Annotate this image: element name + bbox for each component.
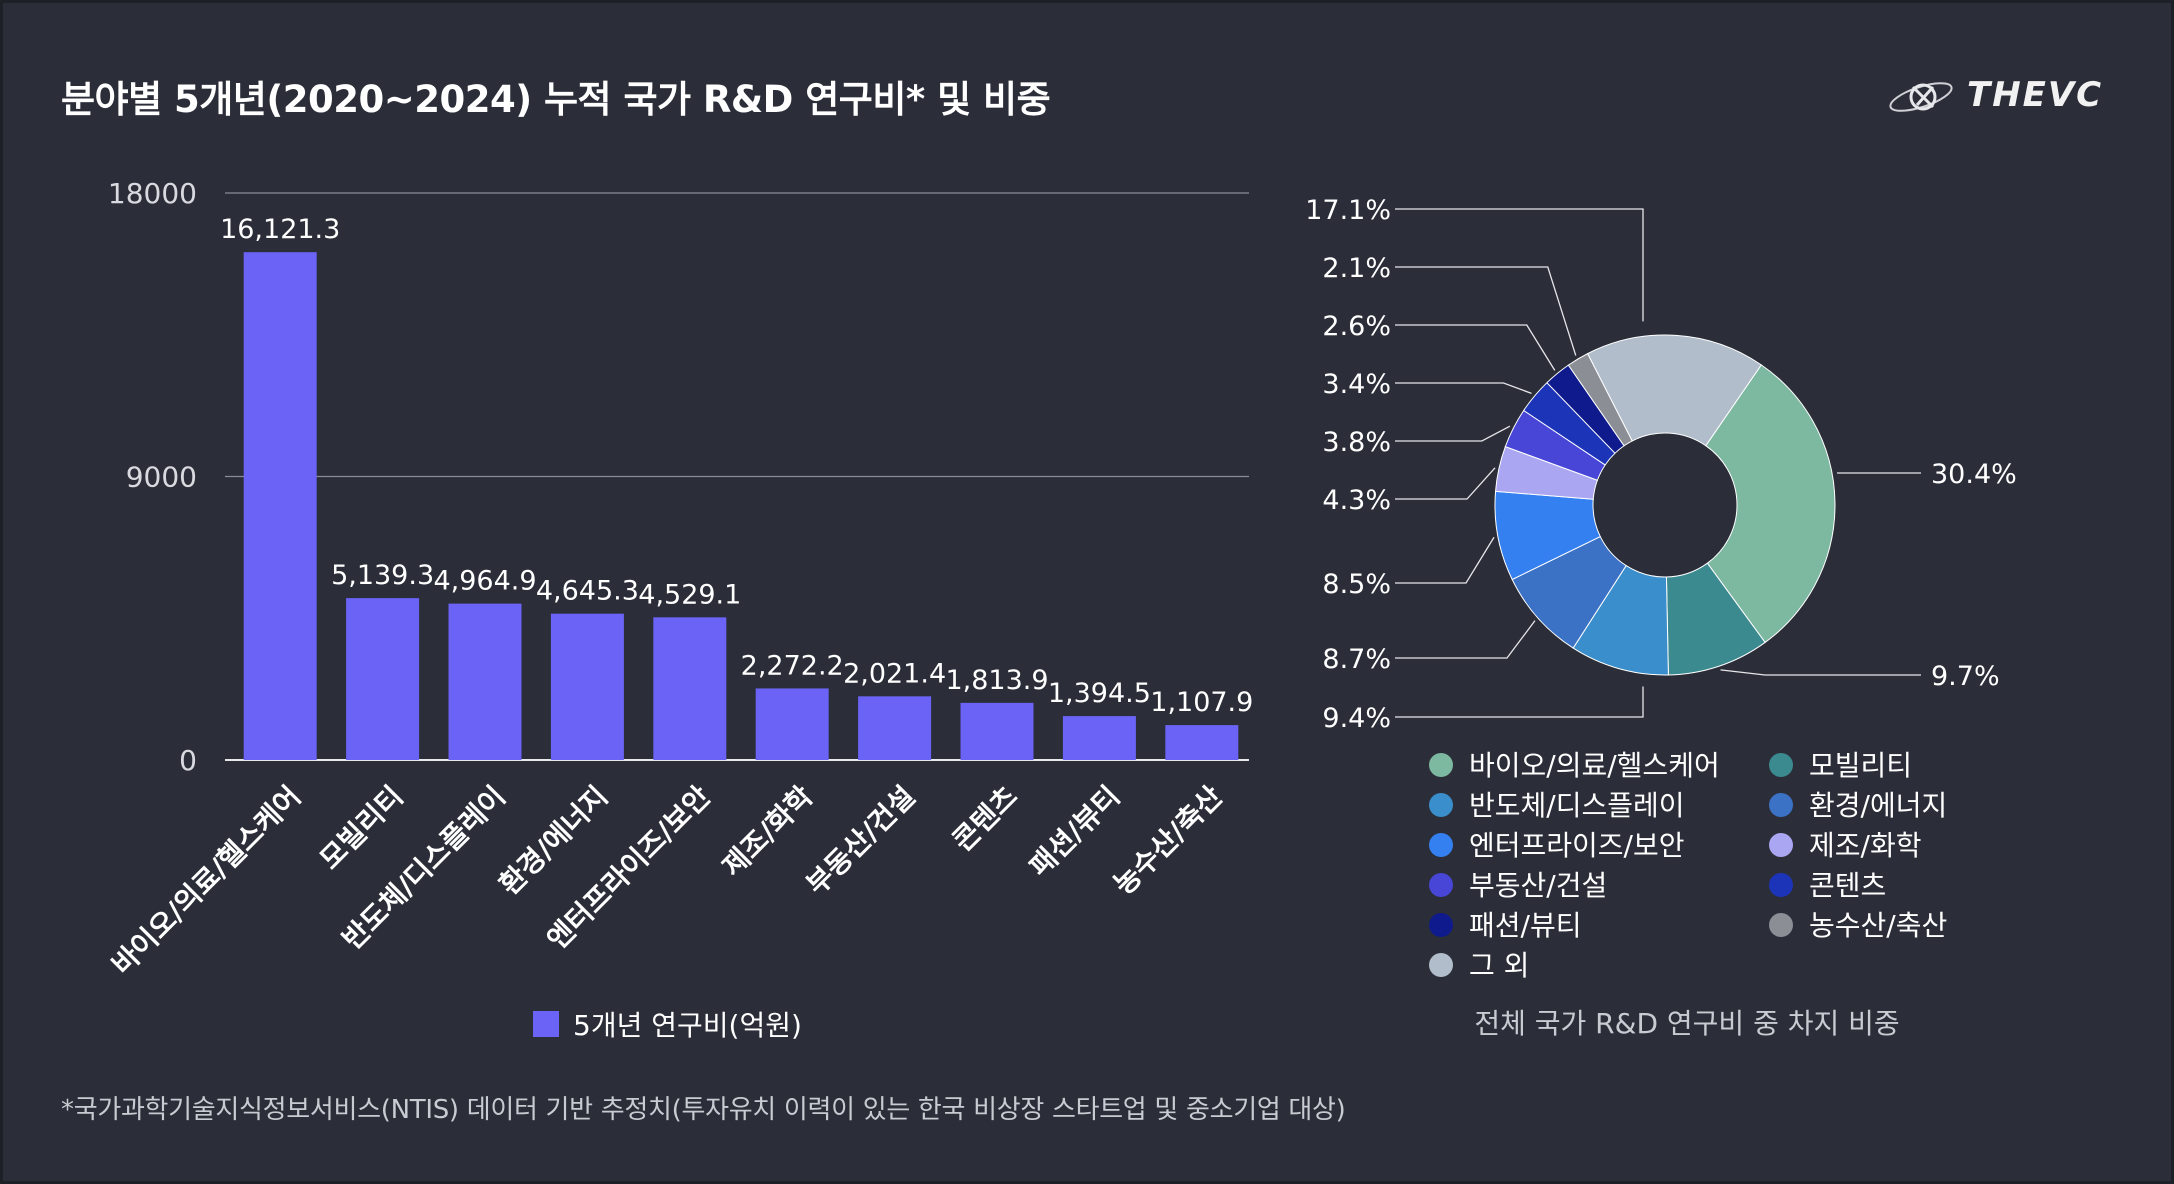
legend-label: 반도체/디스플레이 bbox=[1469, 789, 1685, 822]
legend-label: 부동산/건설 bbox=[1469, 869, 1607, 902]
y-tick-label: 0 bbox=[179, 744, 197, 777]
data-label: 1,107.9 bbox=[1150, 687, 1253, 718]
data-label: 1,813.9 bbox=[945, 665, 1048, 696]
data-label: 5,139.3 bbox=[331, 560, 434, 591]
legend-label: 엔터프라이즈/보안 bbox=[1469, 829, 1685, 862]
bar bbox=[448, 603, 522, 760]
donut-chart: 17.1% 2.1% 2.6% 3.4% 3.8% 4.3% 8.5% 8.7% 9.4% 30.… bbox=[1305, 195, 2017, 1040]
legend-swatch bbox=[1429, 953, 1453, 977]
leader-line bbox=[1395, 536, 1495, 584]
brand-logo: THEVC bbox=[1883, 65, 2103, 125]
data-label: 1,394.5 bbox=[1048, 678, 1151, 709]
slice-percent-label: 9.7% bbox=[1931, 661, 2000, 692]
legend-label: 모빌리티 bbox=[1809, 749, 1912, 782]
data-label: 4,964.9 bbox=[433, 566, 536, 597]
data-label: 2,272.2 bbox=[741, 650, 844, 681]
bar bbox=[1165, 725, 1239, 760]
donut-slice bbox=[1586, 334, 1762, 447]
data-label: 4,529.1 bbox=[638, 579, 741, 610]
chart-title: 분야별 5개년(2020~2024) 누적 국가 R&D 연구비* 및 비중 bbox=[61, 78, 1051, 121]
leader-line bbox=[1395, 425, 1511, 442]
bar bbox=[960, 702, 1034, 760]
legend-swatch bbox=[533, 1011, 559, 1037]
legend-label: 환경/에너지 bbox=[1809, 789, 1947, 822]
legend-swatch bbox=[1769, 833, 1793, 857]
donut-slice bbox=[1705, 364, 1836, 644]
bar bbox=[550, 613, 624, 760]
bar bbox=[755, 688, 829, 760]
leader-line bbox=[1395, 324, 1556, 371]
leader-line bbox=[1395, 620, 1536, 659]
bar bbox=[858, 696, 932, 760]
legend-swatch bbox=[1429, 793, 1453, 817]
data-label: 4,645.3 bbox=[536, 576, 639, 607]
bar bbox=[653, 617, 727, 760]
brand-name: THEVC bbox=[1967, 75, 2104, 115]
leader-line bbox=[1395, 208, 1644, 322]
legend-label: 콘텐츠 bbox=[1809, 869, 1886, 902]
footnote: *국가과학기술지식정보서비스(NTIS) 데이터 기반 추정치(투자유치 이력이… bbox=[61, 1095, 1346, 1125]
legend-swatch bbox=[1429, 913, 1453, 937]
donut-caption: 전체 국가 R&D 연구비 중 차지 비중 bbox=[1474, 1007, 1899, 1040]
bar bbox=[1062, 716, 1136, 760]
bar bbox=[346, 598, 420, 760]
legend-swatch bbox=[1429, 873, 1453, 897]
brand-mark-icon bbox=[1889, 82, 1953, 112]
slice-percent-label: 17.1% bbox=[1305, 195, 1391, 226]
slice-percent-label: 9.4% bbox=[1322, 703, 1391, 734]
slice-percent-label: 3.4% bbox=[1322, 369, 1391, 400]
legend-swatch bbox=[1429, 833, 1453, 857]
data-label: 16,121.3 bbox=[220, 214, 340, 245]
leader-line bbox=[1395, 266, 1577, 356]
data-label: 2,021.4 bbox=[843, 658, 946, 689]
bar-chart: 090001800016,121.3바이오/의료/헬스케어5,139.3모빌리티… bbox=[105, 177, 1253, 1042]
legend-swatch bbox=[1429, 753, 1453, 777]
legend-label: 제조/화학 bbox=[1809, 829, 1921, 862]
slice-percent-label: 30.4% bbox=[1931, 459, 2017, 490]
slice-percent-label: 8.7% bbox=[1322, 644, 1391, 675]
legend-label: 패션/뷰티 bbox=[1469, 909, 1581, 942]
leader-line bbox=[1395, 686, 1644, 718]
bar bbox=[243, 252, 317, 760]
legend-swatch bbox=[1769, 793, 1793, 817]
slice-percent-label: 8.5% bbox=[1322, 569, 1391, 600]
slice-percent-label: 4.3% bbox=[1322, 485, 1391, 516]
legend-label: 그 외 bbox=[1469, 949, 1529, 982]
leader-line bbox=[1720, 669, 1921, 676]
y-tick-label: 9000 bbox=[126, 461, 197, 494]
slice-percent-label: 3.8% bbox=[1322, 427, 1391, 458]
slice-percent-label: 2.1% bbox=[1322, 253, 1391, 284]
y-tick-label: 18000 bbox=[108, 177, 197, 210]
legend-label: 바이오/의료/헬스케어 bbox=[1469, 749, 1720, 782]
leader-line bbox=[1395, 467, 1496, 500]
legend-swatch bbox=[1769, 753, 1793, 777]
legend-label: 농수산/축산 bbox=[1809, 909, 1947, 942]
legend-swatch bbox=[1769, 873, 1793, 897]
leader-line bbox=[1395, 382, 1532, 395]
slice-percent-label: 2.6% bbox=[1322, 311, 1391, 342]
legend-swatch bbox=[1769, 913, 1793, 937]
legend-label: 5개년 연구비(억원) bbox=[573, 1009, 802, 1042]
